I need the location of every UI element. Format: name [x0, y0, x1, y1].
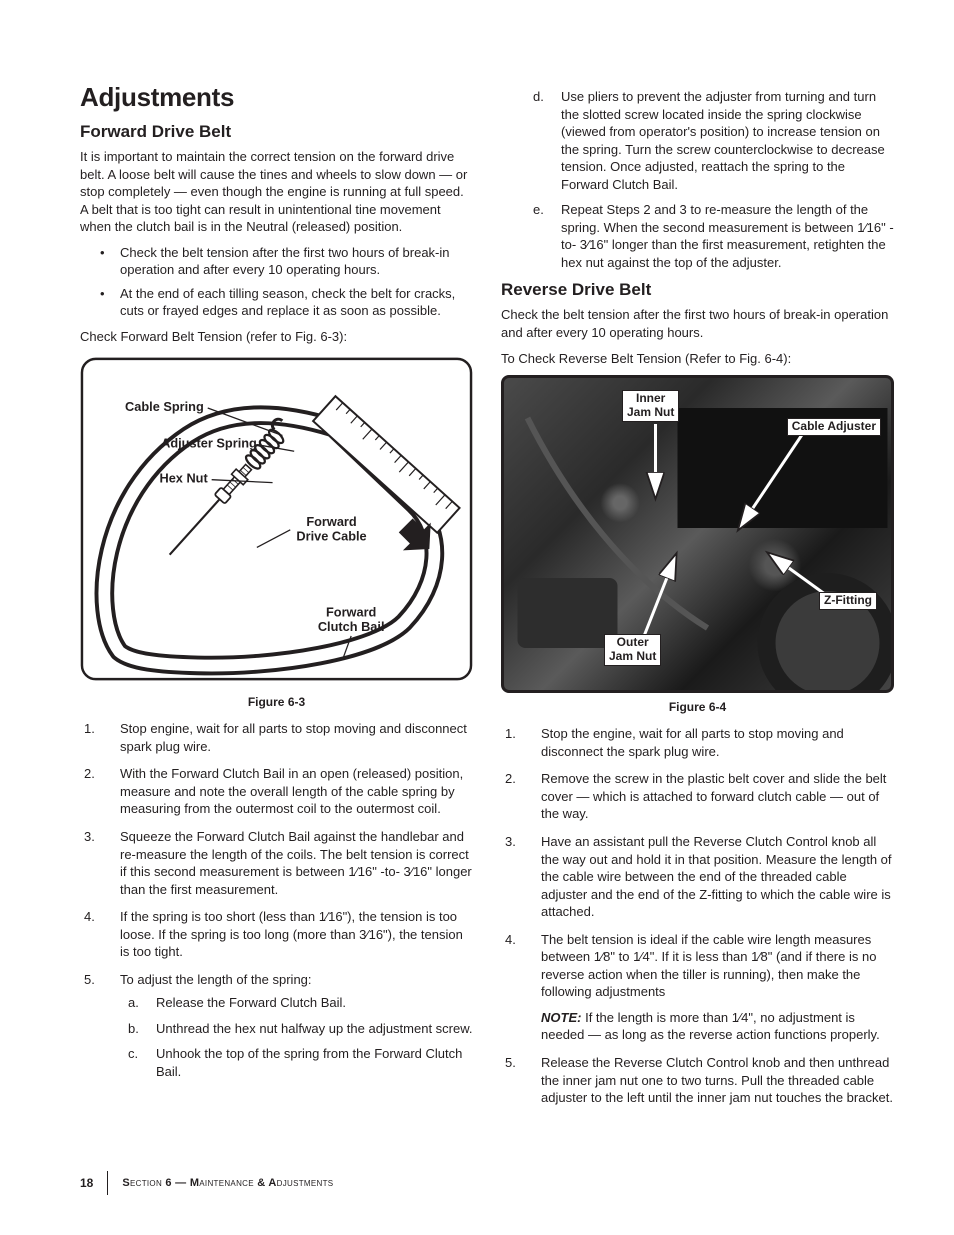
forward-substeps-cont: Use pliers to prevent the adjuster from … — [501, 88, 894, 271]
step: Remove the screw in the plastic belt cov… — [525, 770, 894, 823]
footer-divider — [107, 1171, 108, 1195]
forward-bullets: Check the belt tension after the first t… — [80, 244, 473, 320]
figure-6-4-caption: Figure 6-4 — [501, 699, 894, 715]
right-column: Use pliers to prevent the adjuster from … — [501, 80, 894, 1117]
label-z-fitting: Z-Fitting — [819, 592, 877, 610]
left-column: Adjustments Forward Drive Belt It is imp… — [80, 80, 473, 1117]
step: With the Forward Clutch Bail in an open … — [104, 765, 473, 818]
forward-check-line: Check Forward Belt Tension (refer to Fig… — [80, 328, 473, 346]
forward-intro: It is important to maintain the correct … — [80, 148, 473, 236]
reverse-check-line: To Check Reverse Belt Tension (Refer to … — [501, 350, 894, 368]
step: The belt tension is ideal if the cable w… — [525, 931, 894, 1044]
forward-steps: Stop engine, wait for all parts to stop … — [80, 720, 473, 1080]
step: Stop engine, wait for all parts to stop … — [104, 720, 473, 755]
step: Squeeze the Forward Clutch Bail against … — [104, 828, 473, 898]
label-inner-jam-nut: InnerJam Nut — [622, 390, 679, 422]
page-number: 18 — [80, 1175, 93, 1191]
label-fwd-drive-cable-1: Forward — [306, 513, 356, 528]
step: Release the Reverse Clutch Control knob … — [525, 1054, 894, 1107]
step: Have an assistant pull the Reverse Clutc… — [525, 833, 894, 921]
figure-6-3-caption: Figure 6-3 — [80, 694, 473, 710]
figure-6-3: Cable Spring Adjuster Spring Hex Nut For… — [80, 354, 473, 689]
forward-heading: Forward Drive Belt — [80, 121, 473, 144]
label-adjuster-spring: Adjuster Spring — [161, 435, 257, 450]
page-heading: Adjustments — [80, 80, 473, 115]
figure-6-3-svg: Cable Spring Adjuster Spring Hex Nut For… — [80, 354, 473, 684]
figure-6-4: InnerJam Nut Cable Adjuster Z-Fitting Ou… — [501, 375, 894, 693]
substep: Repeat Steps 2 and 3 to re-measure the l… — [545, 201, 894, 271]
step: To adjust the length of the spring: Rele… — [104, 971, 473, 1081]
label-hex-nut: Hex Nut — [159, 470, 208, 485]
substep: Unhook the top of the spring from the Fo… — [140, 1045, 473, 1080]
label-fwd-clutch-bail-2: Clutch Bail — [318, 619, 385, 634]
label-cable-adjuster: Cable Adjuster — [787, 418, 881, 436]
forward-substeps: Release the Forward Clutch Bail. Unthrea… — [120, 994, 473, 1080]
substep: Use pliers to prevent the adjuster from … — [545, 88, 894, 193]
substep: Release the Forward Clutch Bail. — [140, 994, 473, 1012]
label-fwd-clutch-bail-1: Forward — [326, 604, 376, 619]
step: If the spring is too short (less than 1⁄… — [104, 908, 473, 961]
label-fwd-drive-cable-2: Drive Cable — [296, 528, 366, 543]
substep: Unthread the hex nut halfway up the adju… — [140, 1020, 473, 1038]
section-label: Section 6 — Maintenance & Adjustments — [122, 1176, 333, 1191]
page-footer: 18 Section 6 — Maintenance & Adjustments — [80, 1171, 333, 1195]
label-outer-jam-nut: OuterJam Nut — [604, 634, 661, 666]
figure-6-4-photo: InnerJam Nut Cable Adjuster Z-Fitting Ou… — [501, 375, 894, 693]
bullet: Check the belt tension after the first t… — [108, 244, 473, 279]
reverse-heading: Reverse Drive Belt — [501, 279, 894, 302]
reverse-intro: Check the belt tension after the first t… — [501, 306, 894, 341]
reverse-note: NOTE: If the length is more than 1⁄4", n… — [541, 1009, 894, 1044]
step: Stop the engine, wait for all parts to s… — [525, 725, 894, 760]
label-cable-spring: Cable Spring — [125, 398, 204, 413]
bullet: At the end of each tilling season, check… — [108, 285, 473, 320]
reverse-steps: Stop the engine, wait for all parts to s… — [501, 725, 894, 1106]
